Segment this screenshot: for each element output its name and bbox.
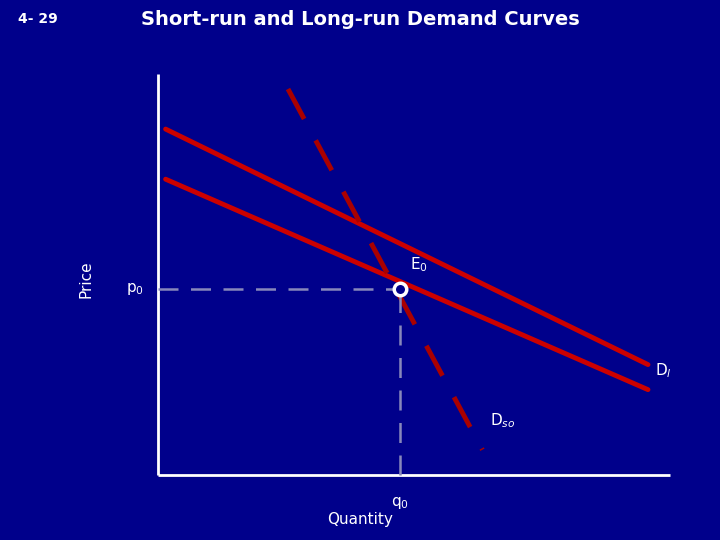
Text: Price: Price bbox=[79, 261, 94, 298]
Text: 4- 29: 4- 29 bbox=[18, 12, 58, 26]
Text: D$_l$: D$_l$ bbox=[655, 361, 672, 380]
Text: Quantity: Quantity bbox=[327, 512, 393, 528]
Text: p$_0$: p$_0$ bbox=[126, 281, 144, 298]
Text: D$_{so}$: D$_{so}$ bbox=[490, 411, 515, 430]
Text: Short-run and Long-run Demand Curves: Short-run and Long-run Demand Curves bbox=[140, 10, 580, 29]
Text: E$_0$: E$_0$ bbox=[410, 256, 428, 274]
Text: q$_0$: q$_0$ bbox=[391, 495, 408, 511]
